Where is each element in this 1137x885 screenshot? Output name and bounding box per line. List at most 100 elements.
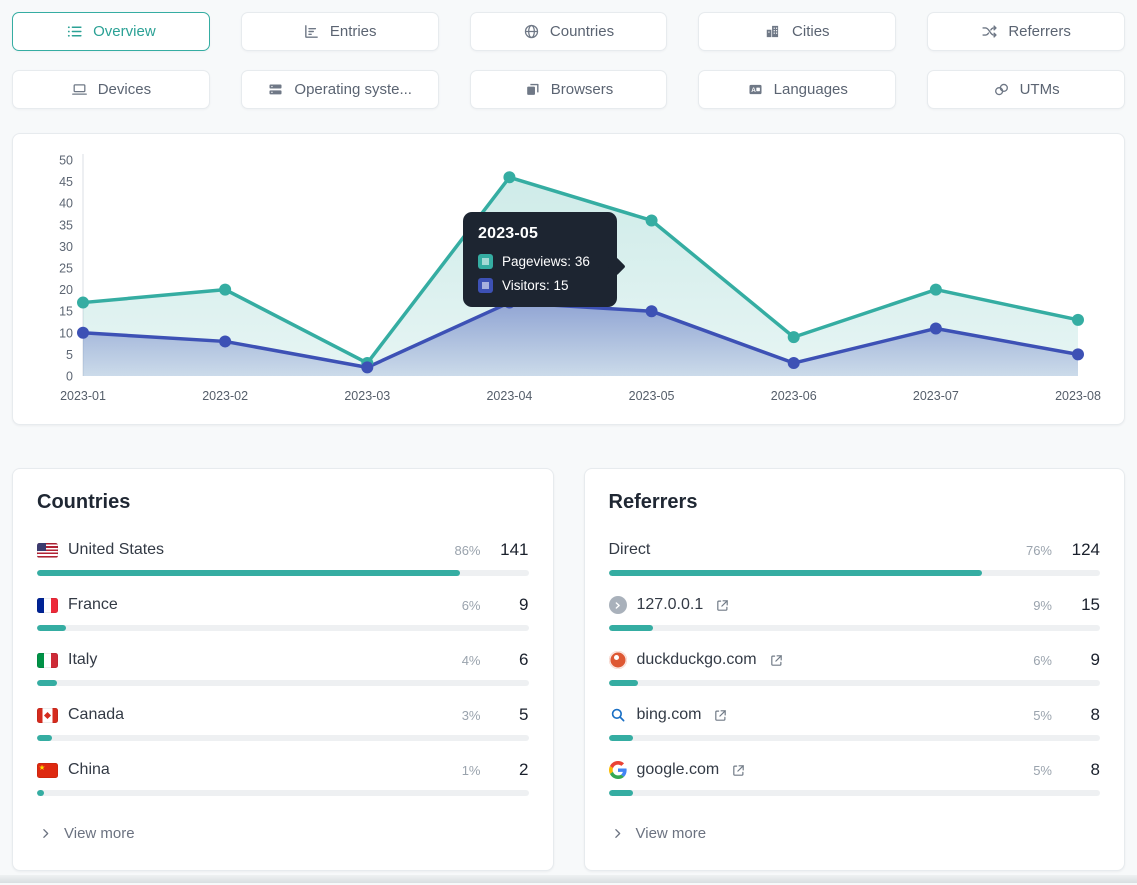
referrer-row-127-0-0-1[interactable]: 127.0.0.1 9% 15 [608, 595, 1100, 631]
row-percent: 76% [1025, 542, 1052, 558]
server-icon [269, 84, 282, 95]
progress-fill [608, 680, 638, 686]
svg-text:0: 0 [66, 370, 73, 384]
external-link-icon[interactable] [769, 653, 784, 668]
svg-text:2023-01: 2023-01 [60, 389, 106, 403]
row-label: bing.com [636, 706, 702, 723]
country-row-canada[interactable]: Canada 3% 5 [37, 705, 529, 741]
row-label: France [68, 596, 118, 613]
tab-languages[interactable]: A Languages [698, 70, 897, 109]
progress-track [608, 790, 1100, 796]
tab-utms[interactable]: UTMs [927, 70, 1125, 109]
tab-countries[interactable]: Countries [469, 12, 668, 51]
tab-overview[interactable]: Overview [12, 12, 210, 51]
panel-title: Referrers [608, 491, 698, 513]
row-count: 8 [1090, 760, 1100, 779]
tab-label: Overview [93, 23, 156, 40]
referrer-row-google[interactable]: google.com 5% 8 [608, 760, 1100, 796]
svg-text:2023-04: 2023-04 [486, 389, 532, 403]
progress-track [608, 680, 1100, 686]
italy-flag-icon [37, 652, 58, 668]
tab-label: Entries [329, 23, 377, 40]
svg-text:35: 35 [59, 218, 73, 232]
tooltip-title: 2023-05 [478, 225, 539, 242]
row-count: 2 [519, 760, 529, 779]
canada-flag-icon [37, 707, 58, 723]
chevron-circle-icon [608, 596, 627, 614]
progress-track [37, 570, 529, 576]
svg-text:A: A [751, 87, 756, 94]
svg-text:2023-03: 2023-03 [344, 389, 390, 403]
external-link-icon[interactable] [713, 708, 728, 723]
breakdown-panels: Countries United States 86% 141 France 6… [12, 468, 1125, 871]
progress-fill [37, 570, 460, 576]
row-label: China [68, 761, 110, 778]
tab-cities[interactable]: Cities [698, 12, 897, 51]
external-link-icon[interactable] [731, 763, 746, 778]
referrers-view-more-button[interactable]: View more [609, 825, 1101, 842]
row-count: 6 [519, 650, 529, 669]
referrer-row-direct[interactable]: Direct 76% 124 [608, 540, 1100, 576]
progress-fill [37, 735, 52, 741]
country-row-china[interactable]: China 1% 2 [37, 760, 529, 796]
progress-fill [608, 735, 634, 741]
progress-track [37, 625, 529, 631]
row-percent: 9% [1033, 597, 1052, 613]
svg-text:50: 50 [59, 154, 73, 168]
progress-track [608, 570, 1100, 576]
svg-text:2023-06: 2023-06 [771, 389, 817, 403]
buildings-icon [766, 25, 779, 38]
row-label: duckduckgo.com [636, 651, 757, 668]
browser-windows-icon [526, 83, 539, 95]
external-link-icon[interactable] [715, 598, 730, 613]
tab-label: Referrers [1008, 23, 1071, 40]
france-flag-icon [37, 597, 58, 613]
svg-text:5: 5 [66, 348, 73, 362]
chevron-right-icon [614, 829, 620, 838]
tooltip-pageviews-row: Pageviews: 36 [478, 254, 602, 269]
tab-devices[interactable]: Devices [12, 70, 210, 109]
referrer-row-duckduckgo[interactable]: duckduckgo.com 6% 9 [608, 650, 1100, 686]
svg-text:15: 15 [59, 305, 73, 319]
progress-fill [608, 625, 653, 631]
google-favicon-icon [608, 761, 627, 779]
tooltip-series-label: Pageviews [502, 254, 568, 269]
row-label: Direct [608, 541, 651, 558]
country-row-france[interactable]: France 6% 9 [37, 595, 529, 631]
row-percent: 5% [1033, 707, 1052, 723]
row-percent: 3% [461, 707, 481, 723]
svg-text:45: 45 [59, 175, 73, 189]
tab-operating-systems[interactable]: Operating syste... [240, 70, 439, 109]
tab-bar: Overview Entries Countries Cities Referr… [12, 12, 1125, 109]
shuffle-icon [982, 25, 997, 38]
svg-text:40: 40 [59, 197, 73, 211]
svg-text:2023-07: 2023-07 [913, 389, 959, 403]
language-icon: A [749, 84, 762, 94]
progress-fill [37, 625, 67, 631]
row-count: 124 [1071, 540, 1100, 559]
svg-text:30: 30 [59, 240, 73, 254]
country-row-united-states[interactable]: United States 86% 141 [37, 540, 529, 576]
chart-tooltip: 2023-05 Pageviews: 36 Visitors: 15 [463, 212, 617, 307]
row-label: Canada [68, 706, 125, 723]
svg-text:10: 10 [59, 326, 73, 340]
chevron-right-icon [43, 829, 49, 838]
svg-text:2023-05: 2023-05 [629, 389, 675, 403]
svg-text:20: 20 [59, 283, 73, 297]
visitors-legend-swatch [478, 278, 493, 293]
row-label: 127.0.0.1 [636, 596, 704, 613]
referrer-row-bing[interactable]: bing.com 5% 8 [608, 705, 1100, 741]
bar-chart-icon [304, 25, 318, 38]
countries-view-more-button[interactable]: View more [37, 825, 529, 842]
row-count: 5 [519, 705, 529, 724]
traffic-chart-card: 0 5 10 15 20 25 30 35 40 45 50 2023-01 2023-02 2023-0… [12, 133, 1125, 425]
tab-referrers[interactable]: Referrers [927, 12, 1125, 51]
country-row-italy[interactable]: Italy 4% 6 [37, 650, 529, 686]
row-percent: 6% [1033, 652, 1052, 668]
next-section-edge [0, 875, 1137, 883]
row-label: Italy [68, 651, 98, 668]
tab-entries[interactable]: Entries [240, 12, 439, 51]
tab-browsers[interactable]: Browsers [469, 70, 668, 109]
laptop-icon [71, 84, 87, 95]
tab-label: Cities [792, 23, 830, 40]
